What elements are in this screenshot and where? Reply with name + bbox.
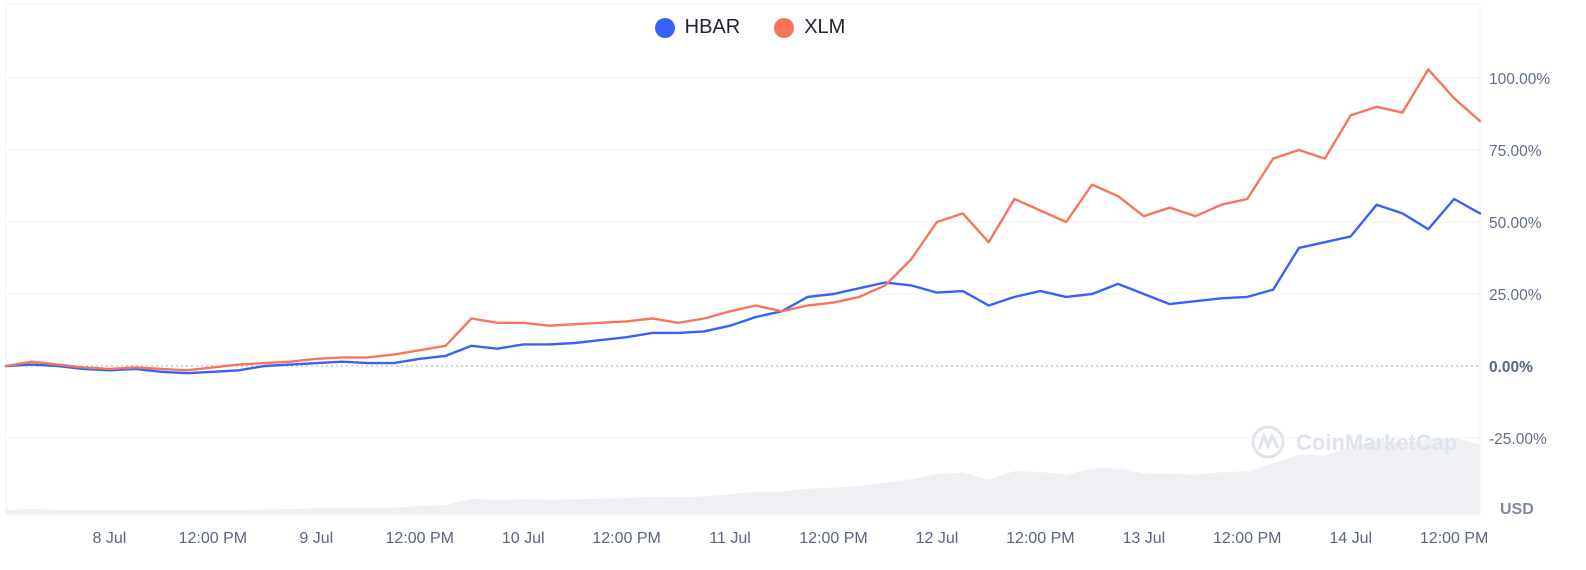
volume-bars <box>6 438 1480 514</box>
x-tick-label: 12:00 PM <box>1420 530 1488 547</box>
y-axis: 100.00% 75.00% 50.00% 25.00% 0.00% -25.00% <box>1489 71 1550 448</box>
x-tick-label: 12:00 PM <box>386 530 454 547</box>
coinmarketcap-watermark: CoinMarketCap <box>1251 425 1457 459</box>
legend: HBAR XLM <box>0 16 1500 39</box>
coinmarketcap-logo-icon <box>1251 425 1285 459</box>
x-tick-label: 12 Jul <box>916 530 959 547</box>
currency-unit-label: USD <box>1500 501 1534 518</box>
hbar-legend-label: HBAR <box>684 16 741 38</box>
x-tick-label: 13 Jul <box>1122 530 1165 547</box>
xlm-legend-marker <box>774 17 795 38</box>
x-tick-label: 12:00 PM <box>1006 530 1074 547</box>
volume-area <box>6 438 1480 514</box>
x-axis: 8 Jul 12:00 PM 9 Jul 12:00 PM 10 Jul 12:00 PM… <box>93 530 1489 547</box>
x-tick-label: 10 Jul <box>502 530 545 547</box>
y-tick-label: -25.00% <box>1489 431 1547 448</box>
y-tick-label: 75.00% <box>1489 143 1542 160</box>
x-tick-label: 9 Jul <box>299 530 333 547</box>
series-lines <box>4 68 1482 375</box>
watermark-text: CoinMarketCap <box>1296 430 1457 455</box>
legend-item-hbar[interactable]: HBAR <box>654 16 741 39</box>
y-tick-label: 100.00% <box>1489 71 1550 88</box>
x-tick-label: 8 Jul <box>93 530 127 547</box>
x-tick-label: 12:00 PM <box>799 530 867 547</box>
gridlines <box>5 3 1481 515</box>
x-tick-label: 12:00 PM <box>1213 530 1281 547</box>
hbar-legend-marker <box>654 17 675 38</box>
xlm-line <box>4 68 1482 372</box>
x-tick-label: 11 Jul <box>709 530 751 547</box>
y-tick-label: 50.00% <box>1489 215 1542 232</box>
x-tick-label: 12:00 PM <box>179 530 247 547</box>
x-tick-label: 14 Jul <box>1329 530 1372 547</box>
x-tick-label: 12:00 PM <box>592 530 660 547</box>
y-tick-label: 0.00% <box>1489 359 1533 376</box>
hbar-line <box>4 197 1482 375</box>
legend-item-xlm[interactable]: XLM <box>774 16 845 39</box>
y-tick-label: 25.00% <box>1489 287 1542 304</box>
xlm-legend-label: XLM <box>804 16 846 38</box>
